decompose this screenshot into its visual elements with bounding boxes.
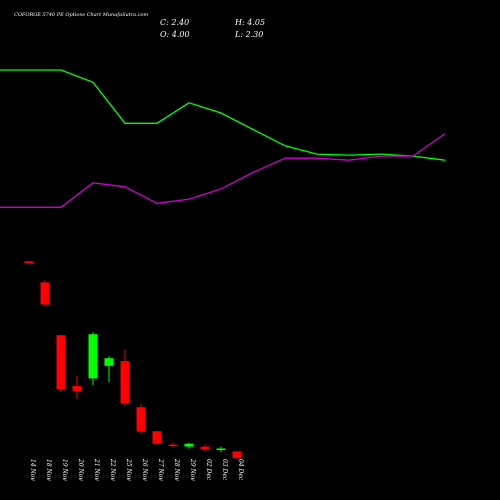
candlesticks	[24, 261, 242, 459]
date-label: 22 Nov	[109, 458, 116, 481]
date-label: 25 Nov	[125, 458, 132, 481]
indicator-line-2	[0, 133, 446, 208]
date-label: 02 Dec	[205, 459, 212, 481]
indicator-lines	[0, 69, 446, 208]
indicator-line-1	[0, 69, 446, 161]
candle-20-nov	[72, 375, 82, 399]
low-readout: L: 2.30	[234, 30, 263, 39]
candle-19-nov	[56, 335, 66, 392]
candle-body	[168, 444, 178, 447]
high-readout: H: 4.05	[234, 18, 265, 27]
candle-27-nov	[152, 431, 162, 445]
candle-body	[120, 361, 130, 404]
candle-body	[184, 443, 194, 447]
date-label: 03 Dec	[221, 459, 228, 481]
candle-18-nov	[40, 280, 50, 307]
date-label: 29 Nov	[189, 458, 196, 481]
date-label: 26 Nov	[141, 458, 148, 481]
candle-body	[200, 446, 210, 450]
candle-22-nov	[104, 356, 114, 383]
candle-body	[136, 407, 146, 432]
candle-28-nov	[168, 442, 178, 448]
date-label: 19 Nov	[61, 459, 68, 481]
candle-body	[40, 282, 50, 305]
candle-29-nov	[184, 442, 194, 449]
date-label: 21 Nov	[93, 458, 100, 481]
candle-25-nov	[120, 349, 130, 407]
candle-body	[56, 335, 66, 389]
candle-body	[88, 334, 98, 379]
candle-14-nov	[24, 261, 34, 264]
date-label: 14 Nov	[29, 459, 36, 481]
candle-02-dec	[200, 444, 210, 452]
open-readout: O: 4.00	[160, 30, 190, 39]
candle-body	[72, 386, 82, 391]
candle-04-dec	[232, 451, 242, 459]
date-label: 28 Nov	[173, 458, 180, 481]
candle-26-nov	[136, 404, 146, 434]
date-axis: 14 Nov 18 Nov 19 Nov 20 Nov 21 Nov 22 Nov 25 N…	[29, 458, 244, 481]
candle-body	[104, 358, 114, 366]
date-label: 04 Dec	[237, 459, 244, 481]
close-readout: C: 2.40	[160, 18, 189, 27]
date-label: 18 Nov	[45, 459, 52, 481]
candle-21-nov	[88, 332, 98, 386]
candle-03-dec	[216, 446, 226, 453]
candle-body	[232, 451, 242, 459]
candle-body	[152, 431, 162, 444]
candle-body	[216, 448, 226, 450]
chart-title: COFORGE 5740 PE Options Chart MunafaSutr…	[14, 12, 149, 18]
candle-body	[24, 261, 34, 264]
date-label: 20 Nov	[77, 458, 84, 481]
date-label: 27 Nov	[157, 458, 164, 481]
